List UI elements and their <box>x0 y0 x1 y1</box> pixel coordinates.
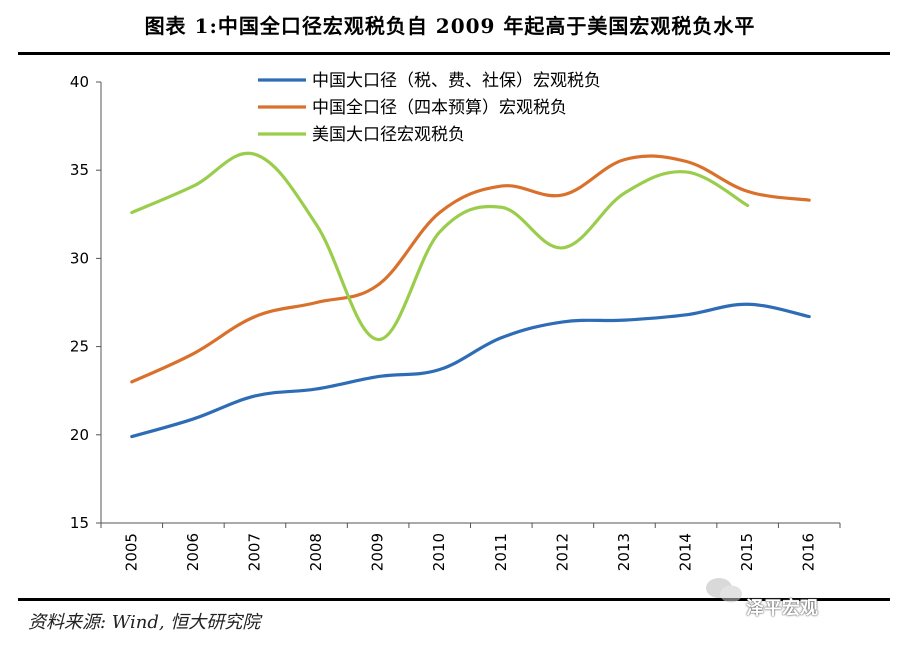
x-tick-label: 2016 <box>800 533 818 571</box>
x-tick-label: 2006 <box>184 533 202 571</box>
line-chart: 15 20 25 30 35 40 2005 2006 2007 2008 2009 2010 2011… <box>70 71 841 571</box>
legend-label-2: 中国全口径（四本预算）宏观税负 <box>312 98 567 118</box>
x-tick-label: 2005 <box>122 533 140 571</box>
series-line-2 <box>130 154 811 384</box>
x-tick-label: 2011 <box>492 533 510 571</box>
x-tick-label: 2007 <box>245 533 263 571</box>
series-line-1 <box>130 302 811 439</box>
series-line-3 <box>130 151 750 342</box>
legend-label-3: 美国大口径宏观税负 <box>312 125 465 145</box>
y-tick-label: 40 <box>70 73 89 91</box>
y-tick-label: 15 <box>70 514 89 532</box>
y-tick-label: 30 <box>70 249 89 267</box>
legend-label-1: 中国大口径（税、费、社保）宏观税负 <box>312 71 601 91</box>
x-tick-label: 2008 <box>307 533 325 571</box>
x-tick-label: 2009 <box>369 533 387 571</box>
y-tick-label: 20 <box>70 426 89 444</box>
source-note: 资料来源: Wind, 恒大研究院 <box>28 612 261 633</box>
y-tick-label: 35 <box>70 161 89 179</box>
x-tick-label: 2014 <box>677 533 695 571</box>
x-tick-label: 2010 <box>430 533 448 571</box>
x-tick-label: 2013 <box>615 533 633 571</box>
x-tick-label: 2015 <box>738 533 756 571</box>
y-tick-label: 25 <box>70 338 89 356</box>
x-tick-label: 2012 <box>553 533 571 571</box>
wechat-icon <box>706 578 742 603</box>
chart-title: 图表 1:中国全口径宏观税负自 2009 年起高于美国宏观税负水平 <box>144 14 756 38</box>
title-divider <box>18 52 890 55</box>
watermark: 泽平宏观 <box>746 598 818 619</box>
footer-divider <box>18 598 890 601</box>
